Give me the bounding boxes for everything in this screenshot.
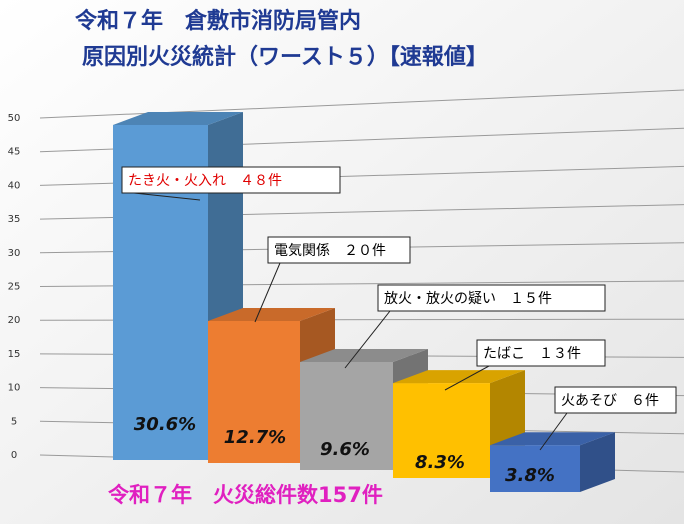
y-tick-label: 5: [11, 416, 17, 427]
y-tick-label: 45: [8, 147, 21, 158]
bar: [208, 321, 300, 463]
callout-label: たき火・火入れ ４８件: [128, 173, 282, 189]
callout-label: 電気関係 ２０件: [274, 243, 386, 259]
bar-top: [490, 432, 615, 446]
chart-title: 令和７年 倉敷市消防局管内: [75, 8, 361, 34]
bar-top: [113, 111, 243, 125]
percent-label: 30.6%: [134, 414, 196, 435]
y-tick-label: 50: [8, 113, 21, 124]
y-tick-label: 10: [8, 383, 21, 394]
callout-box: [121, 166, 341, 194]
callout-box: [267, 236, 411, 264]
y-tick-label: 15: [8, 349, 21, 360]
y-tick-label: 40: [8, 180, 21, 191]
bar-top: [393, 370, 525, 384]
leader-line: [344, 310, 391, 369]
callout-box: [554, 386, 677, 414]
percent-label: 3.8%: [505, 465, 555, 486]
leader-line: [133, 192, 201, 201]
y-tick-label: 25: [8, 282, 21, 293]
bar-side: [580, 432, 615, 492]
callout-label: たばこ １３件: [483, 346, 581, 362]
percent-label: 8.3%: [415, 452, 465, 473]
y-tick-label: 20: [8, 315, 21, 326]
y-tick-label: 30: [8, 248, 21, 259]
chart-subtitle: 原因別火災統計（ワースト５）【速報値】: [82, 44, 488, 70]
bar: [393, 383, 490, 478]
callout-box: [476, 339, 606, 367]
callout-label: 火あそび ６件: [561, 393, 659, 409]
callout-label: 放火・放火の疑い １５件: [384, 291, 552, 307]
y-tick-label: 35: [8, 214, 21, 225]
leader-line: [444, 365, 490, 391]
bar: [300, 362, 393, 470]
bar: [490, 445, 580, 492]
leader-line: [539, 412, 568, 451]
callout-box: [377, 284, 606, 312]
bar-top: [208, 308, 335, 321]
chart-footer: 令和７年 火災総件数157件: [108, 483, 383, 507]
percent-label: 9.6%: [320, 439, 370, 460]
leader-line: [254, 262, 281, 323]
y-tick-label: 0: [11, 450, 17, 461]
percent-label: 12.7%: [224, 427, 286, 448]
bar-top: [300, 349, 428, 362]
